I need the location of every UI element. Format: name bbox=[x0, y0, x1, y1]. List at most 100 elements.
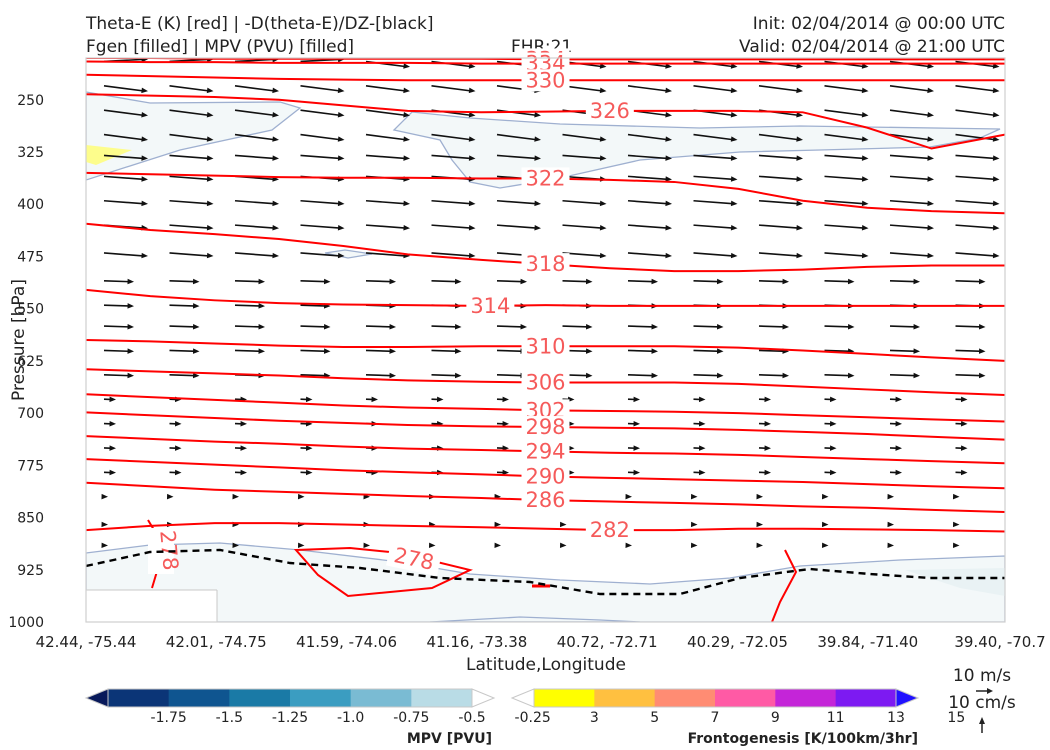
x-tick-label: 39.84, -71.40 bbox=[817, 633, 918, 651]
wind-vector bbox=[101, 542, 108, 549]
wind-vector bbox=[365, 199, 410, 207]
wind-vector bbox=[365, 85, 410, 94]
wind-vector bbox=[431, 324, 462, 330]
wind-vector bbox=[101, 521, 108, 528]
colorbar-tick-label: 13 bbox=[887, 710, 905, 726]
wind-vector bbox=[693, 278, 724, 285]
wind-vector bbox=[431, 252, 476, 259]
wind-vector bbox=[300, 396, 313, 403]
wind-vector bbox=[690, 542, 698, 549]
wind-vector bbox=[758, 154, 803, 161]
wind-vector bbox=[431, 85, 476, 94]
theta-e-label-bg bbox=[521, 253, 570, 276]
colorbar-outline bbox=[533, 688, 897, 708]
wind-vector bbox=[234, 199, 279, 207]
wind-vector bbox=[363, 542, 370, 549]
wind-vector bbox=[365, 154, 410, 161]
wind-vector bbox=[889, 445, 902, 451]
colorbar-swatch bbox=[350, 689, 412, 707]
wind-vector bbox=[494, 542, 501, 549]
wind-vector bbox=[300, 85, 345, 94]
frontogenesis-patch bbox=[86, 145, 132, 165]
wind-vector bbox=[232, 542, 239, 549]
colorbar-tick-label: 9 bbox=[771, 710, 780, 726]
wind-vector bbox=[365, 133, 410, 142]
wind-vector bbox=[889, 85, 934, 94]
wind-key: 10 m/s 10 cm/s bbox=[948, 666, 1016, 733]
wind-vector bbox=[824, 224, 869, 231]
wind-vector bbox=[431, 199, 476, 207]
wind-vector bbox=[824, 175, 869, 182]
valid-time-label: Valid: 02/04/2014 @ 21:00 UTC bbox=[739, 37, 1005, 57]
wind-vector bbox=[824, 199, 869, 207]
colorbar-tick-label: 11 bbox=[827, 710, 845, 726]
wind-vector bbox=[169, 445, 182, 451]
wind-vector bbox=[428, 542, 436, 549]
mpv-region-lower-edge bbox=[429, 616, 641, 622]
wind-vector bbox=[824, 324, 855, 330]
theta-e-label: 294 bbox=[525, 439, 565, 463]
wind-vector bbox=[693, 224, 738, 231]
wind-vector bbox=[693, 133, 738, 142]
theta-e-label-bg bbox=[521, 167, 570, 190]
wind-vector bbox=[234, 324, 265, 330]
wind-vector bbox=[300, 252, 345, 259]
wind-vector bbox=[496, 154, 541, 161]
boundary-layer-line bbox=[86, 548, 1005, 596]
wind-vector bbox=[955, 199, 1000, 207]
wind-vector bbox=[758, 85, 803, 94]
wind-vector bbox=[955, 469, 968, 476]
y-tick-label: 625 bbox=[17, 354, 44, 370]
wind-vector bbox=[627, 199, 672, 207]
wind-vector bbox=[887, 493, 894, 500]
wind-vector bbox=[824, 372, 855, 379]
wind-vector bbox=[365, 348, 396, 354]
colorbar-tick-label: -1.25 bbox=[272, 710, 308, 726]
wind-vector bbox=[889, 372, 920, 379]
colorbar-swatch bbox=[715, 689, 776, 707]
wind-vector bbox=[169, 469, 182, 476]
wind-vector bbox=[955, 348, 986, 354]
x-axis-label: Latitude,Longitude bbox=[466, 655, 626, 675]
wind-vector bbox=[297, 542, 305, 549]
wind-vector bbox=[101, 493, 108, 500]
wind-vector bbox=[690, 521, 698, 528]
wind-vector bbox=[758, 372, 789, 379]
wind-vector bbox=[232, 493, 239, 500]
wind-vector bbox=[824, 252, 869, 259]
plot-frame bbox=[85, 57, 1006, 623]
wind-vector bbox=[693, 199, 738, 207]
colorbar-tick-label: -0.75 bbox=[393, 710, 429, 726]
theta-e-label-bg bbox=[521, 335, 570, 358]
wind-vector bbox=[627, 133, 672, 142]
terrain-block bbox=[86, 590, 217, 622]
wind-vector bbox=[693, 348, 724, 354]
wind-vector bbox=[625, 493, 632, 500]
wind-vector bbox=[756, 521, 763, 528]
colorbar-extend-left bbox=[84, 688, 109, 708]
colorbar-tick-label: 15 bbox=[947, 710, 965, 726]
wind-vector bbox=[627, 469, 640, 476]
wind-vector bbox=[758, 278, 789, 285]
wind-vector bbox=[300, 348, 331, 354]
wind-vector bbox=[169, 420, 182, 427]
colorbar-swatch bbox=[290, 689, 352, 707]
theta-e-label: 310 bbox=[525, 334, 565, 358]
wind-vector bbox=[169, 199, 214, 207]
wind-vector bbox=[889, 396, 902, 403]
wind-vector bbox=[103, 109, 148, 118]
theta-e-contour bbox=[86, 522, 1005, 533]
wind-vector bbox=[758, 445, 771, 451]
wind-vector bbox=[431, 154, 476, 161]
colorbar-swatch bbox=[411, 689, 473, 707]
colorbar-swatch bbox=[594, 689, 656, 707]
colorbar-extend-right bbox=[471, 688, 496, 708]
wind-vector bbox=[494, 521, 501, 528]
wind-vector bbox=[887, 542, 894, 549]
wind-vector bbox=[758, 469, 771, 476]
wind-vector bbox=[234, 154, 279, 161]
wind-vector bbox=[169, 224, 214, 231]
theta-e-label-bg bbox=[386, 541, 442, 577]
theta-e-contour bbox=[86, 288, 1005, 307]
